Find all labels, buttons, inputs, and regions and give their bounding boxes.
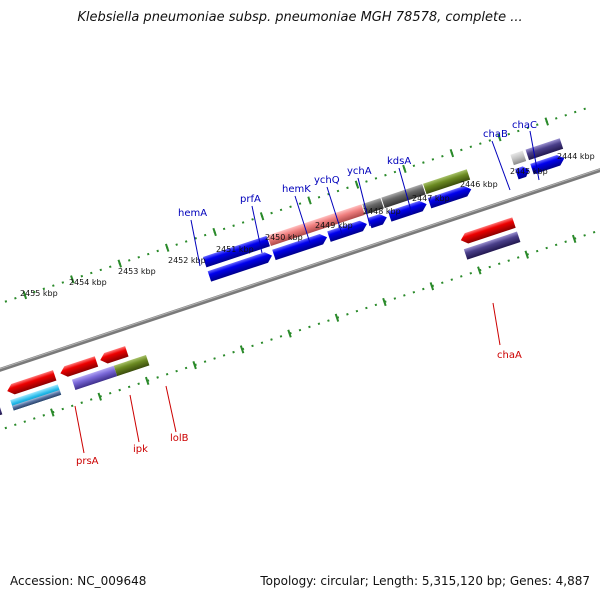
gene-lolB-arrow[interactable] [99, 346, 129, 365]
gene-chaA-arrow[interactable] [459, 217, 516, 245]
map-frame [0, 105, 600, 430]
ruler-label: 2445 kbp [510, 167, 548, 176]
gene-hemK-arrow[interactable] [327, 219, 368, 242]
gene-label[interactable]: prfA [240, 194, 261, 205]
ruler-label: 2451 kbp [216, 245, 254, 254]
genome-summary-text: Topology: circular; Length: 5,315,120 bp… [260, 574, 590, 588]
gene-ychQ-arrow[interactable] [368, 212, 389, 229]
ruler-labels: 2444 kbp 2445 kbp 2446 kbp 2447 kbp 2448… [20, 152, 595, 298]
forward-track-outer [202, 138, 564, 268]
ruler-label: 2453 kbp [118, 267, 156, 276]
reverse-track-inner [6, 217, 516, 396]
gene-label[interactable]: chaA [497, 350, 522, 361]
gene-prsA-arrow[interactable] [6, 370, 57, 396]
ruler-label: 2448 kbp [363, 207, 401, 216]
gene-label[interactable]: ychA [347, 166, 372, 177]
gene-chaB-feature[interactable] [510, 150, 527, 166]
forward-track-inner [207, 153, 566, 282]
gene-label[interactable]: kdsA [387, 156, 411, 167]
forward-gene-labels: chaC chaB kdsA ychA ychQ hemK prfA hemA [178, 120, 540, 267]
gene-label[interactable]: hemA [178, 208, 207, 219]
ruler-label: 2455 kbp [20, 289, 58, 298]
ruler-label: 2454 kbp [69, 278, 107, 287]
gene-label[interactable]: prsA [76, 456, 99, 467]
gene-kdsA-arrow[interactable] [427, 184, 473, 209]
ruler-ticks-inner [50, 234, 577, 417]
reverse-track-outer [0, 231, 521, 429]
genome-backbone [0, 163, 600, 373]
reverse-gene-labels: chaA lolB ipk prsA [74, 302, 522, 467]
gene-ychQ-feature[interactable] [362, 197, 384, 215]
gene-chaB-arrow[interactable] [515, 165, 531, 180]
ruler-line-inner [4, 228, 600, 430]
gene-chaC-arrow[interactable] [530, 153, 566, 175]
gene-hemA-feature[interactable] [202, 235, 270, 268]
map-title: Klebsiella pneumoniae subsp. pneumoniae … [77, 10, 523, 25]
gene-hemA-arrow[interactable] [207, 250, 274, 282]
gene-prfA-arrow[interactable] [272, 232, 329, 261]
gene-ychA-arrow[interactable] [387, 199, 428, 222]
gene-chaC-feature[interactable] [525, 138, 564, 161]
accession-text: Accession: NC_009648 [10, 574, 147, 588]
gene-ipk-arrow[interactable] [59, 356, 99, 378]
gene-label[interactable]: chaB [483, 129, 508, 140]
gene-lolB-feature[interactable] [113, 354, 150, 377]
gene-label[interactable]: hemK [282, 184, 311, 195]
gene-ipk-feature[interactable] [71, 365, 118, 391]
gene-prsA-feature-lower[interactable] [12, 390, 62, 411]
gene-ychA-feature[interactable] [381, 184, 426, 209]
gene-kdsA-feature[interactable] [423, 169, 471, 195]
ruler-label: 2452 kbp [168, 256, 206, 265]
gene-edge-feature-left[interactable] [0, 403, 3, 429]
ruler-ticks-outer [22, 117, 549, 300]
ruler-label: 2446 kbp [460, 180, 498, 189]
ruler-label: 2447 kbp [412, 194, 450, 203]
gene-label[interactable]: lolB [170, 433, 189, 444]
ruler-label: 2444 kbp [557, 152, 595, 161]
ruler-label: 2449 kbp [315, 221, 353, 230]
gene-label[interactable]: ychQ [314, 175, 340, 186]
gene-hemK-prfA-feature[interactable] [267, 204, 365, 246]
gene-label[interactable]: ipk [133, 444, 148, 455]
ruler-label: 2450 kbp [265, 233, 303, 242]
gene-label[interactable]: chaC [512, 120, 537, 131]
gene-chaA-feature[interactable] [463, 231, 521, 260]
